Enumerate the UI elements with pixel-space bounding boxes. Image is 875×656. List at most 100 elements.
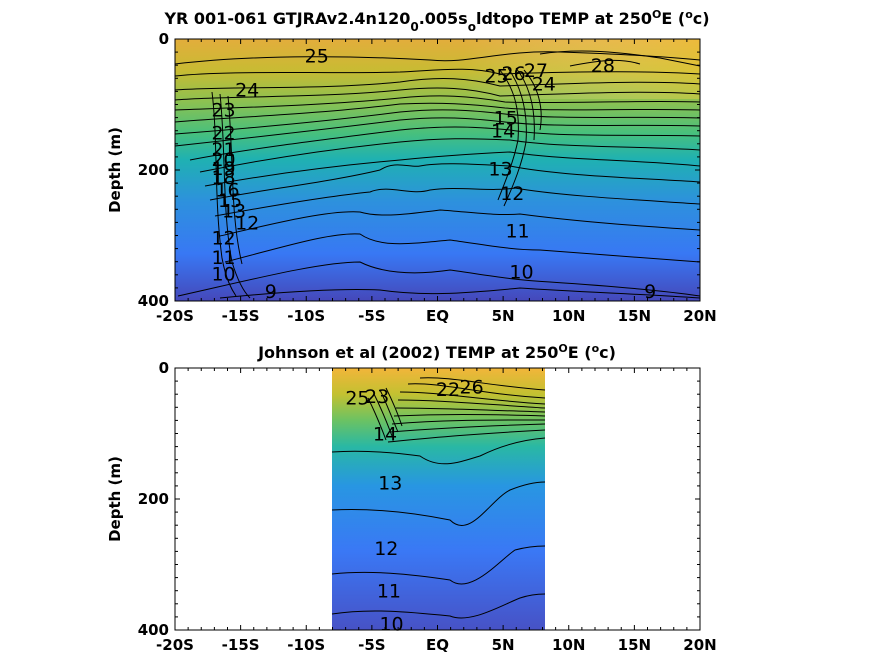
panel-1-contour-line (569, 59, 641, 67)
x-tick-label: -10S (287, 636, 325, 654)
contour-label: 25 (484, 66, 508, 88)
contour-label: 10 (379, 613, 403, 635)
y-tick-label: 400 (138, 621, 169, 639)
panel-2-contour-line (373, 393, 393, 437)
panel-2-title: Johnson et al (2002) TEMP at 250OE (oc) (257, 342, 616, 363)
y-tick-label: 200 (138, 490, 169, 508)
contour-label: 14 (491, 121, 515, 143)
contour-label: 26 (502, 63, 526, 85)
y-tick-label: 0 (159, 359, 169, 377)
panel-1-y-axis-label: Depth (m) (106, 127, 124, 213)
panel-1-contour-line (211, 91, 237, 297)
y-tick-label: 0 (159, 30, 169, 48)
contour-label: 26 (460, 376, 484, 398)
x-tick-label: 15N (618, 636, 651, 654)
panel-2-contour-line (419, 377, 546, 391)
contour-label: 13 (488, 159, 512, 181)
panel-2-contour-line (397, 399, 546, 409)
contour-label: 11 (377, 581, 401, 603)
panel-1-contours (174, 50, 701, 299)
panel-2-y-axis-label: Depth (m) (106, 456, 124, 542)
panel-1-contour-line (503, 67, 527, 207)
panel-1-contour-line (174, 117, 701, 147)
contour-label: 18 (211, 167, 235, 189)
contour-label: 10 (509, 262, 533, 284)
contour-label: 19 (211, 158, 235, 180)
panel-1-contour-line (497, 69, 519, 201)
contour-label: 13 (222, 201, 246, 223)
panel-1-contour-line (214, 187, 701, 217)
x-tick-label: 5N (492, 636, 515, 654)
x-tick-label: 20N (683, 307, 716, 325)
panel-1-contour-line (174, 51, 701, 65)
panel-2-contour-line (391, 419, 546, 425)
panel-2-contour-line (389, 423, 546, 433)
panel-2-contour-line (387, 429, 546, 443)
x-tick-label: EQ (426, 307, 449, 325)
panel-2-contour-line (331, 545, 546, 585)
contour-label: 9 (265, 281, 277, 303)
contour-label: 20 (211, 149, 235, 171)
contour-label: 25 (345, 387, 369, 409)
contour-label: 14 (373, 424, 397, 446)
x-tick-label: 15N (618, 307, 651, 325)
panel-1-contour-line (174, 68, 701, 77)
contour-label: 24 (532, 74, 556, 96)
panel-2-contour-line (367, 397, 387, 441)
panel-1-contour-line (523, 69, 542, 131)
panel-1-contour-line (209, 163, 701, 201)
panel-1-contour-line (224, 233, 701, 263)
panel-2-contour-line (331, 481, 546, 527)
contour-label: 12 (211, 227, 235, 249)
contour-label: 22 (211, 123, 235, 145)
panel-2-contour-line (407, 383, 546, 399)
panel-2-contour-line (379, 389, 399, 433)
panel-1-contour-line (204, 151, 701, 187)
contour-label: 12 (500, 183, 524, 205)
contour-label: 15 (494, 108, 518, 130)
panel-1-contour-line (219, 93, 251, 299)
panel-1-contour-line (174, 78, 701, 91)
panel-1-contour-line (219, 287, 701, 299)
panel-2-contour-line (331, 437, 546, 465)
panel-2-contour-line (399, 391, 546, 405)
panel-1-contour-line (539, 50, 701, 67)
x-tick-label: -15S (222, 307, 260, 325)
contour-label: 23 (365, 386, 389, 408)
contour-label: 21 (211, 139, 235, 161)
contour-label: 28 (591, 55, 615, 77)
contour-label: 12 (235, 212, 259, 234)
contour-label: 11 (211, 247, 235, 269)
panel-observations: Johnson et al (2002) TEMP at 250OE (oc) (106, 342, 717, 655)
panel-1-contour-line (174, 102, 701, 123)
panel-1-contour-line (189, 126, 701, 161)
x-tick-label: -5S (358, 636, 385, 654)
x-tick-label: 5N (492, 307, 515, 325)
panel-2-heatmap-field (332, 368, 545, 630)
panel-1-title: YR 001-061 GTJRAv2.4n1200.005soldtopo TE… (163, 8, 709, 35)
contour-label: 22 (436, 379, 460, 401)
panel-2-contours (331, 377, 546, 619)
panel-1-contour-line (174, 109, 701, 135)
panel-2-contour-line (331, 593, 546, 619)
contour-label: 25 (305, 45, 329, 67)
panel-1-contour-line (219, 209, 701, 237)
panel-2-contour-line (385, 387, 403, 427)
contour-label: 27 (524, 60, 548, 82)
x-tick-label: -20S (156, 636, 194, 654)
panel-2-ticks: -20S -15S -10S -5S EQ 5N 10N 15N 20N 0 200 400 (138, 359, 717, 654)
x-tick-label: -10S (287, 307, 325, 325)
panel-1-contour-line (174, 87, 701, 101)
x-tick-label: 10N (552, 307, 585, 325)
contour-label: 10 (211, 263, 235, 285)
contour-label: 23 (211, 100, 235, 122)
panel-2-contour-line (393, 414, 546, 417)
contour-label: 13 (378, 473, 402, 495)
y-tick-label: 400 (138, 292, 169, 310)
contour-label: 16 (215, 180, 239, 202)
x-tick-label: 10N (552, 636, 585, 654)
